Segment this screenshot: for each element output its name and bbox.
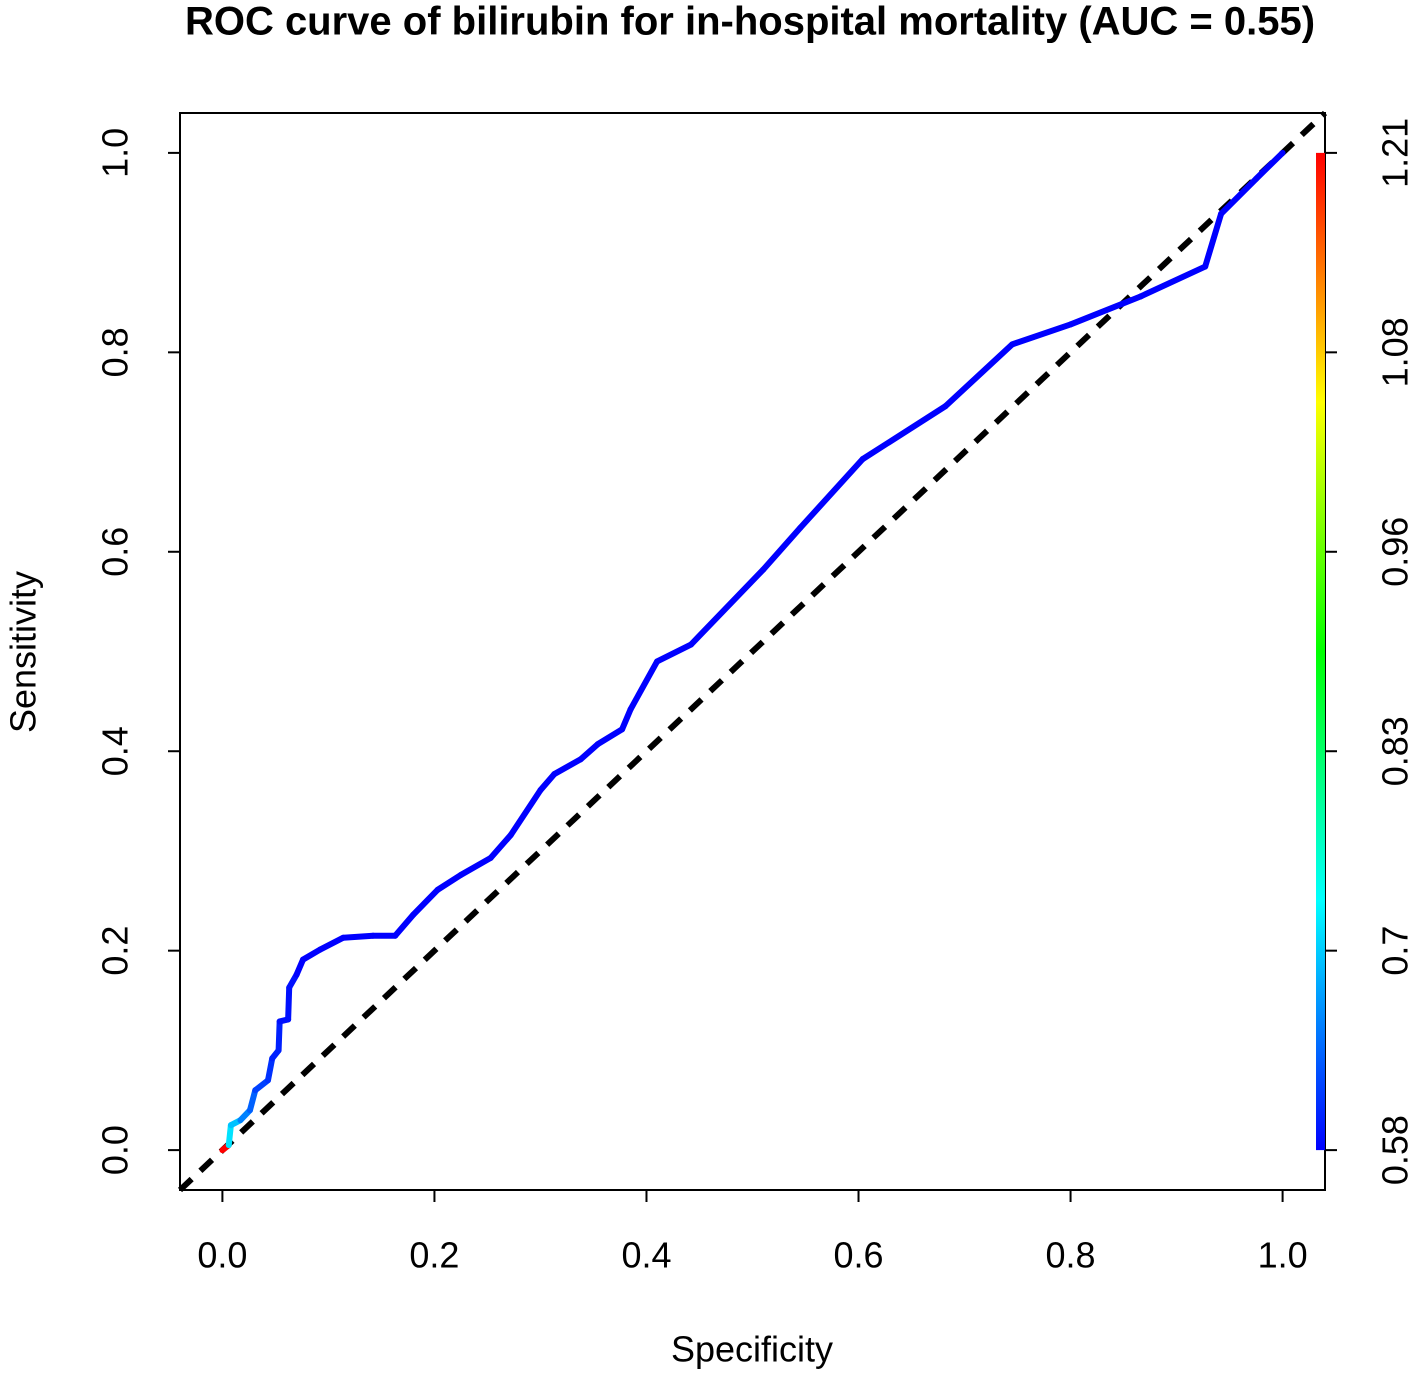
roc-segment (797, 456, 866, 531)
y2-tick-label: 1.08 (1375, 317, 1416, 387)
y2-tick-label: 1.21 (1375, 118, 1416, 188)
x-tick-label: 0.0 (197, 1235, 247, 1276)
roc-segment (1067, 293, 1144, 328)
roc-segment (299, 946, 323, 963)
roc-segment (537, 771, 558, 794)
y-axis-label: Sensitivity (3, 571, 44, 733)
roc-segment (1202, 210, 1225, 270)
chart-title: ROC curve of bilirubin for in-hospital m… (185, 0, 1315, 44)
y-tick-label: 0.2 (95, 926, 136, 976)
reference-diagonal (177, 110, 1328, 1193)
x-tick-label: 0.4 (621, 1235, 671, 1276)
roc-segment (285, 984, 293, 1023)
roc-segment (507, 787, 544, 838)
y-tick-label: 0.8 (95, 327, 136, 377)
roc-segment (1218, 175, 1260, 217)
y2-tick-label: 0.96 (1375, 517, 1416, 587)
x-tick-label: 0.8 (1046, 1235, 1096, 1276)
roc-segment (627, 658, 661, 713)
roc-segment (410, 886, 441, 918)
roc-segment (1137, 263, 1209, 300)
roc-segment (654, 641, 695, 665)
roc-segment (225, 1122, 234, 1149)
y-tick-label: 1.0 (95, 128, 136, 178)
roc-segment (1009, 321, 1074, 348)
roc-segment (859, 403, 949, 463)
roc-segment (264, 1055, 276, 1084)
y2-tick-label: 0.58 (1375, 1115, 1416, 1185)
roc-segment (551, 756, 584, 778)
y2-tick-label: 0.7 (1375, 926, 1416, 976)
roc-segment (434, 871, 464, 893)
roc-segment (594, 726, 626, 748)
x-tick-label: 0.2 (409, 1235, 459, 1276)
x-axis-label: Specificity (671, 1329, 833, 1370)
roc-segment (1253, 149, 1286, 182)
roc-segment (340, 932, 376, 941)
roc-segment (275, 1018, 283, 1054)
colorbar (1316, 152, 1325, 1151)
y2-tick-label: 0.83 (1375, 716, 1416, 786)
roc-segment (619, 706, 634, 733)
roc-segment (942, 341, 1016, 410)
roc-segment (760, 524, 804, 573)
x-tick-label: 0.6 (833, 1235, 883, 1276)
roc-segment (457, 854, 494, 878)
roc-segment (246, 1087, 259, 1114)
roc-segment (316, 934, 347, 953)
roc-segment (487, 831, 514, 861)
roc-segment (688, 566, 767, 648)
x-tick-label: 1.0 (1258, 1235, 1308, 1276)
y-tick-label: 0.0 (95, 1125, 136, 1175)
roc-segment (392, 911, 417, 939)
roc-segment (577, 741, 601, 763)
y-tick-label: 0.6 (95, 527, 136, 577)
y-tick-label: 0.4 (95, 726, 136, 776)
